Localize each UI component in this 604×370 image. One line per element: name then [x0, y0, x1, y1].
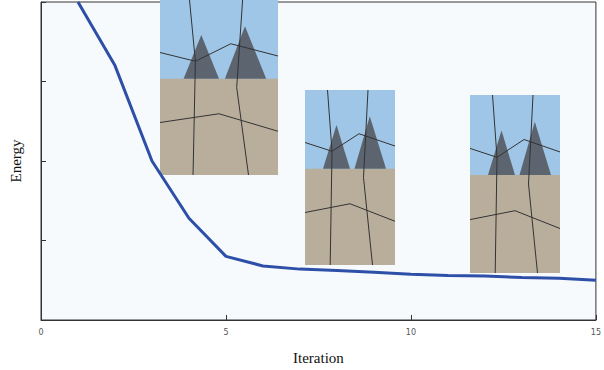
svg-text:Energy: Energy: [8, 139, 24, 183]
svg-text:Iteration: Iteration: [293, 350, 344, 366]
svg-text:10: 10: [406, 328, 416, 337]
svg-text:0: 0: [38, 328, 43, 337]
svg-text:5: 5: [223, 328, 228, 337]
svg-text:15: 15: [591, 328, 601, 337]
